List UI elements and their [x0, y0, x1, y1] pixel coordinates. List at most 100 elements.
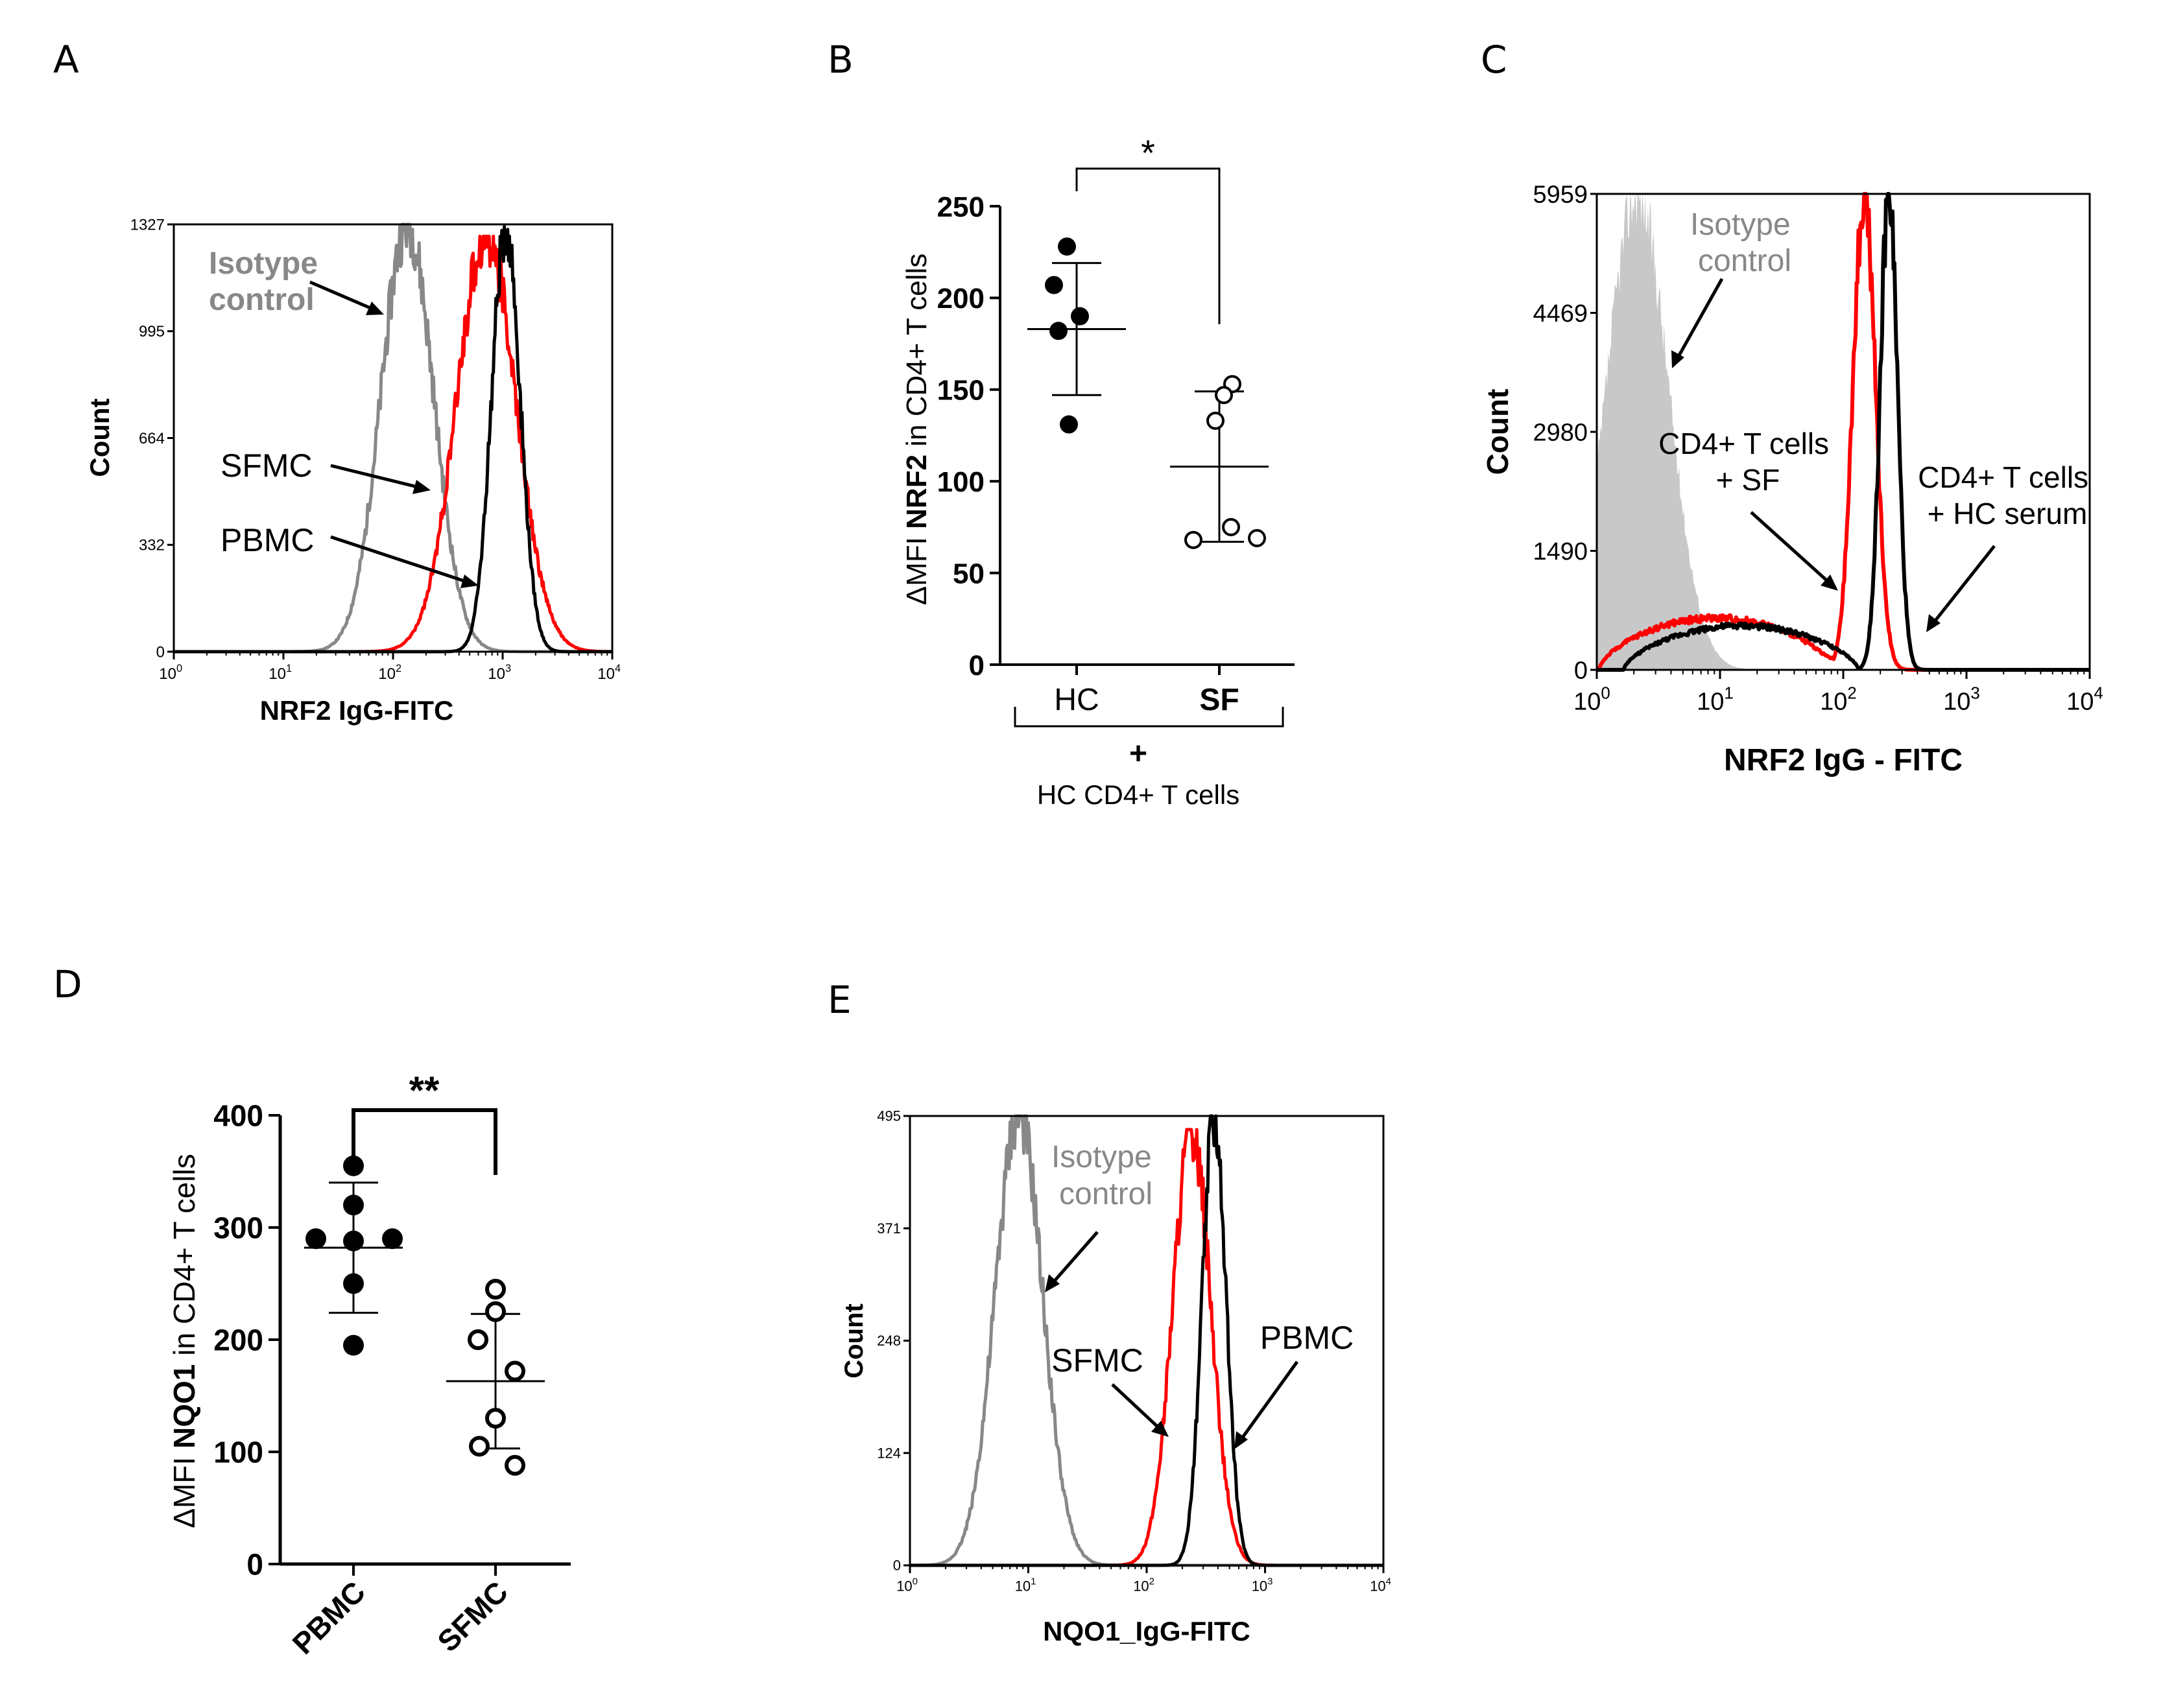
- panel-b-significance-bracket: [1075, 167, 1221, 324]
- arrow: [1111, 1383, 1162, 1431]
- data-point-filled: [1058, 237, 1076, 256]
- panel-b-category-sf: SF: [1199, 683, 1239, 717]
- panel-c-arrows: [1671, 278, 1996, 632]
- x-tick-exponent: 1: [1031, 1576, 1036, 1587]
- panel-b-significance: *: [1141, 132, 1155, 173]
- histogram-series-fill: [1597, 194, 2090, 670]
- x-tick-label: 100: [159, 663, 182, 683]
- arrowhead: [1821, 575, 1838, 591]
- panel-b-y-axis-label: ΔMFI NRF2 in CD4+ T cells: [901, 254, 933, 605]
- y-tick-label: 100: [213, 1436, 263, 1469]
- panel-d-significance-bracket: [352, 1108, 497, 1175]
- panel-label-d: D: [53, 962, 82, 1006]
- arrow: [1750, 511, 1832, 585]
- panel-c-y-axis-label: Count: [1481, 389, 1514, 475]
- arrowhead: [460, 575, 479, 588]
- panel-d-y-axis-label: ΔMFI NQO1 in CD4+ T cells: [167, 1154, 201, 1528]
- arrow: [1049, 1231, 1099, 1287]
- ylabel-part-bold: NRF2: [901, 455, 933, 529]
- arrowhead: [412, 480, 431, 494]
- panel-e-arrows: [1045, 1231, 1299, 1449]
- y-tick-label: 1327: [130, 216, 165, 233]
- x-tick-label: 102: [1133, 1576, 1154, 1595]
- x-tick-exponent: 4: [2094, 684, 2103, 702]
- y-tick-label: 0: [893, 1558, 901, 1574]
- data-point-open: [468, 1329, 488, 1350]
- data-point-filled: [343, 1273, 364, 1294]
- y-tick-label: 4469: [1533, 300, 1588, 327]
- ylabel-part: ΔMFI: [167, 1449, 201, 1528]
- panel-b-plus-sign: +: [1129, 737, 1147, 771]
- x-tick-base: 10: [1015, 1578, 1031, 1595]
- panel-label-b: B: [828, 38, 854, 82]
- x-tick-exponent: 2: [1149, 1576, 1154, 1587]
- annotation-line: Isotype: [209, 246, 318, 281]
- data-point-open: [469, 1436, 490, 1457]
- y-tick-label: 332: [139, 537, 165, 554]
- data-point-open: [485, 1301, 506, 1322]
- data-point-open: [485, 1408, 506, 1429]
- arrow: [330, 535, 469, 584]
- data-point-filled: [305, 1228, 326, 1250]
- panel-a-y-axis-label: Count: [84, 398, 115, 477]
- y-tick-label: 200: [213, 1323, 263, 1357]
- data-point-open: [505, 1454, 525, 1476]
- x-tick-label: 101: [1015, 1576, 1036, 1595]
- x-tick-exponent: 2: [396, 663, 401, 674]
- y-tick-label: 124: [877, 1445, 901, 1461]
- x-tick-base: 10: [488, 665, 505, 683]
- x-tick-exponent: 3: [505, 663, 511, 674]
- data-point-open: [1248, 528, 1266, 547]
- x-tick-base: 10: [896, 1578, 912, 1595]
- panel-d-points: [304, 1155, 545, 1476]
- arrowhead: [1926, 614, 1941, 632]
- x-tick-label: 102: [1820, 684, 1857, 715]
- arrowhead: [1671, 350, 1684, 368]
- ylabel-part-bold: NQO1: [167, 1364, 201, 1449]
- data-point-filled: [1071, 307, 1089, 326]
- data-point-filled: [1045, 276, 1063, 294]
- panel-a-x-axis-label: NRF2 IgG-FITC: [260, 695, 454, 726]
- x-tick-label: 104: [1370, 1576, 1391, 1595]
- y-tick-label: 400: [213, 1099, 263, 1133]
- annotation-line: + SF: [1716, 463, 1780, 497]
- x-tick-label: 100: [1573, 684, 1610, 715]
- panel-a-sfmc-label: SFMC: [221, 447, 313, 484]
- y-tick-label: 300: [213, 1211, 263, 1245]
- panel-label-c: C: [1481, 38, 1507, 82]
- x-tick-label: 101: [1697, 684, 1734, 715]
- annotation-line: Isotype: [1690, 208, 1791, 242]
- panel-e-pbmc-label: PBMC: [1260, 1320, 1354, 1356]
- ylabel-part: in CD4+ T cells: [167, 1154, 201, 1364]
- data-point-open: [1206, 411, 1225, 430]
- data-point-open: [485, 1279, 506, 1300]
- y-tick-label: 5959: [1533, 181, 1588, 208]
- annotation-line: Isotype: [1051, 1140, 1152, 1174]
- x-tick-base: 10: [1133, 1578, 1149, 1595]
- y-tick-label: 150: [937, 375, 985, 407]
- annotation-line: + HC serum: [1928, 497, 2088, 530]
- x-tick-exponent: 0: [1601, 684, 1610, 702]
- x-tick-base: 10: [1943, 689, 1970, 716]
- data-point-filled: [1060, 415, 1078, 434]
- x-tick-base: 10: [1573, 689, 1601, 716]
- y-tick-label: 371: [877, 1220, 901, 1237]
- x-tick-base: 10: [1820, 689, 1847, 716]
- x-tick-label: 103: [488, 663, 511, 683]
- y-tick-label: 50: [953, 558, 985, 589]
- panel-c-hc-serum-label: CD4+ T cells + HC serum: [1918, 460, 2097, 530]
- x-tick-exponent: 1: [286, 663, 292, 674]
- x-tick-label: 102: [378, 663, 401, 683]
- panel-c-isotype-label: Isotype control: [1690, 208, 1799, 278]
- x-tick-exponent: 0: [176, 663, 182, 674]
- arrowhead: [1151, 1421, 1169, 1437]
- panel-b-category-hc: HC: [1054, 683, 1099, 717]
- y-tick-label: 0: [969, 650, 985, 682]
- data-point-filled: [343, 1194, 364, 1216]
